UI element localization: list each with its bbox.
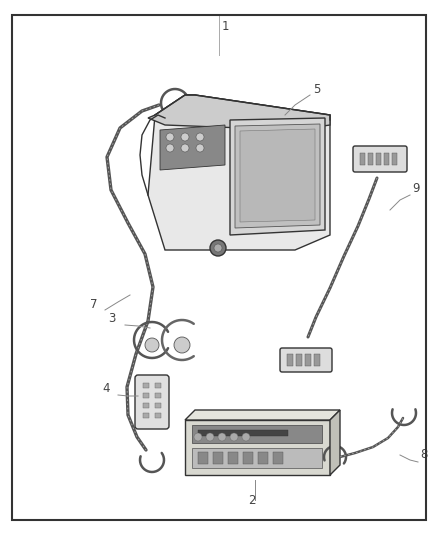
Text: 2: 2 <box>248 494 255 507</box>
Bar <box>376 153 381 165</box>
Circle shape <box>194 433 202 441</box>
Polygon shape <box>230 118 325 235</box>
Text: 3: 3 <box>108 312 115 325</box>
Bar <box>192 448 322 468</box>
Polygon shape <box>148 95 330 130</box>
Circle shape <box>210 240 226 256</box>
Bar <box>143 413 149 418</box>
Circle shape <box>196 144 204 152</box>
Bar <box>368 153 373 165</box>
Polygon shape <box>235 124 320 228</box>
Circle shape <box>196 133 204 141</box>
Bar <box>213 452 223 464</box>
Bar <box>228 452 238 464</box>
Bar <box>305 354 311 366</box>
Bar <box>273 452 283 464</box>
Polygon shape <box>185 410 340 420</box>
Polygon shape <box>240 129 315 222</box>
Bar <box>143 403 149 408</box>
Circle shape <box>218 433 226 441</box>
Bar <box>392 153 397 165</box>
Circle shape <box>166 133 174 141</box>
Text: 8: 8 <box>420 448 427 461</box>
Circle shape <box>145 338 159 352</box>
Polygon shape <box>160 125 225 170</box>
Circle shape <box>181 144 189 152</box>
Circle shape <box>206 433 214 441</box>
Bar <box>155 393 161 398</box>
FancyBboxPatch shape <box>280 348 332 372</box>
Polygon shape <box>148 95 330 250</box>
Circle shape <box>242 433 250 441</box>
Text: 4: 4 <box>102 382 110 395</box>
Text: 9: 9 <box>412 182 420 195</box>
Polygon shape <box>330 410 340 475</box>
Bar <box>143 393 149 398</box>
Bar <box>155 403 161 408</box>
Circle shape <box>174 337 190 353</box>
Bar <box>384 153 389 165</box>
Bar <box>198 452 208 464</box>
Bar <box>155 383 161 388</box>
Text: 5: 5 <box>313 83 320 96</box>
Circle shape <box>214 244 222 252</box>
Bar <box>314 354 320 366</box>
Text: 1: 1 <box>222 20 230 33</box>
Text: 7: 7 <box>90 298 98 311</box>
Polygon shape <box>185 420 330 475</box>
FancyBboxPatch shape <box>353 146 407 172</box>
Circle shape <box>230 433 238 441</box>
Circle shape <box>181 133 189 141</box>
Bar <box>192 425 322 443</box>
Bar <box>360 153 365 165</box>
Bar <box>287 354 293 366</box>
Bar <box>143 383 149 388</box>
Circle shape <box>166 144 174 152</box>
Bar <box>243 452 253 464</box>
Bar <box>258 452 268 464</box>
Bar <box>296 354 302 366</box>
FancyBboxPatch shape <box>135 375 169 429</box>
Bar <box>155 413 161 418</box>
Bar <box>198 430 288 436</box>
